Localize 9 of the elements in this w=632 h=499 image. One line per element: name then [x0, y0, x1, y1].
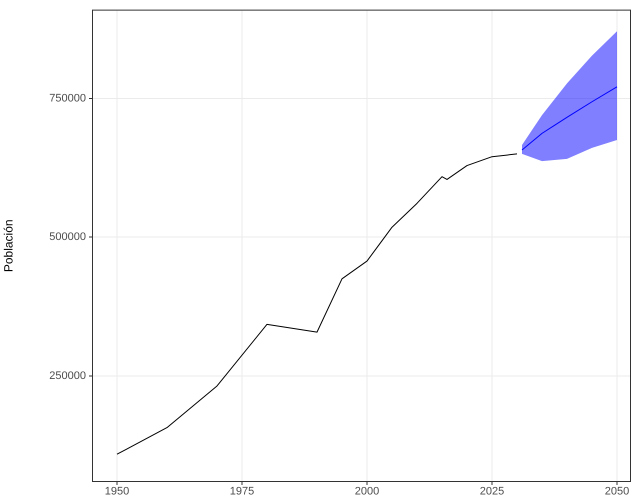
y-tick-label: 250000: [49, 370, 86, 382]
y-tick-label: 750000: [49, 92, 86, 104]
y-tick-label: 500000: [49, 231, 86, 244]
x-tick-label: 2050: [604, 486, 630, 498]
x-tick-label: 2025: [480, 486, 504, 498]
x-tick-label: 1975: [230, 486, 254, 498]
y-axis-title: Población: [2, 219, 16, 272]
x-tick-label: 1950: [104, 486, 130, 498]
x-tick-label: 2000: [354, 486, 380, 498]
